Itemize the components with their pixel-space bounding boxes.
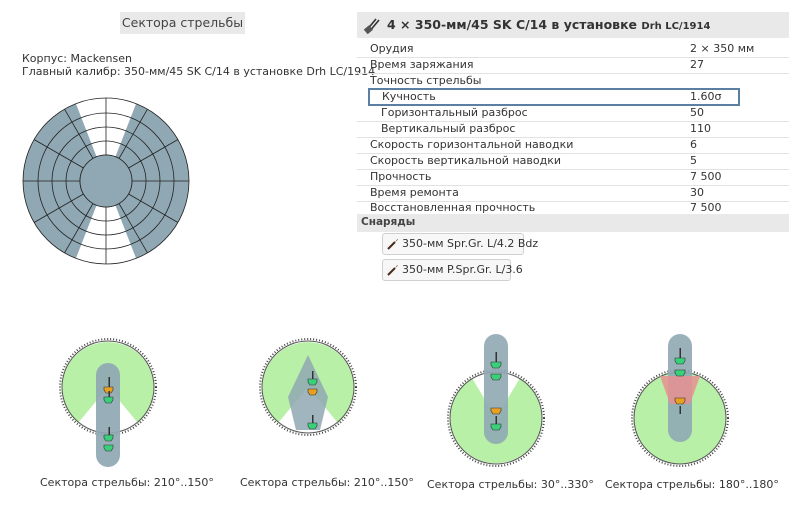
shell-label: 350-мм Spr.Gr. L/4.2 Bdz bbox=[402, 237, 539, 250]
turret-arc-3 bbox=[447, 334, 545, 467]
stat-row-durability: Прочность 7 500 bbox=[370, 170, 786, 185]
stat-label: Скорость горизонтальной наводки bbox=[370, 138, 574, 151]
turret-marker bbox=[307, 371, 318, 430]
turret-caption-1: Сектора стрельбы: 210°..150° bbox=[40, 476, 214, 489]
stat-row-dispersion-sigma: Кучность 1.60σ bbox=[368, 88, 740, 106]
stat-value: 7 500 bbox=[690, 201, 722, 214]
stat-label: Прочность bbox=[370, 170, 432, 183]
turret-caption-2: Сектора стрельбы: 210°..150° bbox=[240, 476, 414, 489]
stat-row-restored-durability: Восстановленная прочность 7 500 bbox=[370, 201, 786, 216]
turret-arc-2 bbox=[259, 338, 357, 436]
stat-row-horizontal-dispersion: Горизонтальный разброс 50 bbox=[370, 106, 786, 121]
hull-label: Корпус: Mackensen bbox=[22, 52, 132, 65]
stat-label: Скорость вертикальной наводки bbox=[370, 154, 562, 167]
shell-icon bbox=[387, 265, 398, 276]
stat-value: 2 × 350 мм bbox=[690, 42, 755, 55]
dead-zone bbox=[660, 376, 700, 404]
stat-value: 5 bbox=[690, 154, 697, 167]
ammo-header: Снаряды bbox=[357, 214, 789, 232]
turret-caption-4: Сектора стрельбы: 180°..180° bbox=[605, 478, 779, 491]
gun-header: 4 × 350-мм/45 SK C/14 в установке Drh LC… bbox=[357, 12, 789, 38]
shell-icon bbox=[387, 239, 398, 250]
stat-label: Орудия bbox=[370, 42, 414, 55]
stat-label: Восстановленная прочность bbox=[370, 201, 536, 214]
stat-row-horizontal-traverse: Скорость горизонтальной наводки 6 bbox=[370, 138, 786, 153]
shell-button-ap[interactable]: 350-мм P.Spr.Gr. L/3.6 bbox=[382, 259, 523, 281]
stat-label: Кучность bbox=[382, 90, 436, 103]
turret-gun-icon bbox=[363, 18, 380, 34]
main-caliber-label: Главный калибр: 350-мм/45 SK C/14 в уста… bbox=[22, 65, 376, 78]
stat-row-accuracy: Точность стрельбы bbox=[370, 74, 786, 89]
stat-value: 7 500 bbox=[690, 170, 722, 183]
turret-caption-3: Сектора стрельбы: 30°..330° bbox=[427, 478, 594, 491]
shell-label: 350-мм P.Spr.Gr. L/3.6 bbox=[402, 263, 523, 276]
turret-marker bbox=[490, 352, 502, 431]
stat-value: 50 bbox=[690, 106, 704, 119]
stat-label: Вертикальный разброс bbox=[381, 122, 516, 135]
stat-label: Горизонтальный разброс bbox=[381, 106, 528, 119]
stat-value: 27 bbox=[690, 58, 704, 71]
dispersion-ellipse bbox=[96, 363, 120, 467]
stat-label: Время ремонта bbox=[370, 186, 459, 199]
stat-label: Время заряжания bbox=[370, 58, 474, 71]
stat-value: 110 bbox=[690, 122, 711, 135]
firing-sector-diagram bbox=[22, 97, 190, 265]
shell-button-he[interactable]: 350-мм Spr.Gr. L/4.2 Bdz bbox=[382, 233, 538, 255]
turret-marker bbox=[674, 348, 686, 414]
turret-arc-1 bbox=[59, 338, 157, 467]
turret-marker bbox=[103, 377, 114, 452]
stat-row-reload-time: Время заряжания 27 bbox=[370, 58, 786, 73]
firing-sectors-title: Сектора стрельбы bbox=[120, 12, 245, 34]
dispersion-ellipse bbox=[484, 334, 508, 444]
stat-row-vertical-dispersion: Вертикальный разброс 110 bbox=[370, 122, 786, 137]
stat-row-guns: Орудия 2 × 350 мм bbox=[370, 42, 786, 57]
stat-value: 30 bbox=[690, 186, 704, 199]
stat-label: Точность стрельбы bbox=[370, 74, 482, 87]
stat-value: 6 bbox=[690, 138, 697, 151]
gun-title: 4 × 350-мм/45 SK C/14 в установке Drh LC… bbox=[387, 17, 711, 32]
stat-row-repair-time: Время ремонта 30 bbox=[370, 186, 786, 201]
stat-value: 1.60σ bbox=[690, 90, 722, 103]
turret-arc-4 bbox=[631, 334, 729, 467]
stat-row-vertical-traverse: Скорость вертикальной наводки 5 bbox=[370, 154, 786, 169]
